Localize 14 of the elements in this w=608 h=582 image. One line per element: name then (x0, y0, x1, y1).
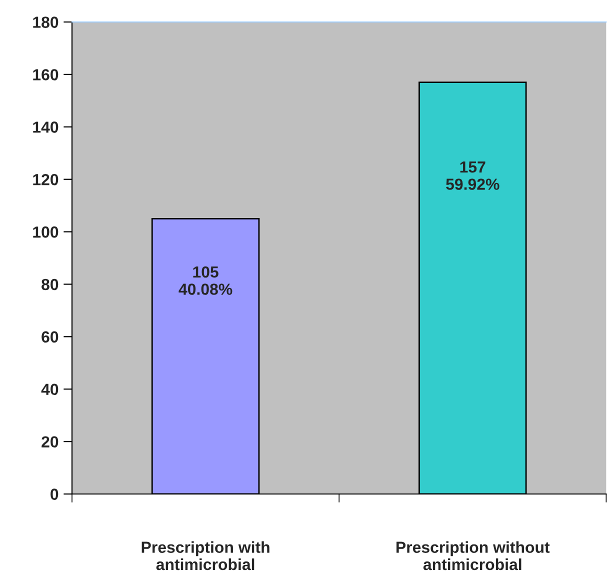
y-tick-label: 100 (33, 226, 58, 238)
y-tick-label: 40 (41, 384, 58, 396)
data-label: 105 40.08% (178, 266, 232, 295)
x-tick-label: Prescription without antimicrobial (396, 541, 550, 570)
y-tick-label: 180 (33, 16, 58, 28)
y-tick-label: 160 (33, 69, 58, 80)
y-tick-label: 80 (42, 278, 58, 290)
y-tick-label: 120 (33, 174, 58, 186)
x-tick-label: Prescription with antimicrobial (142, 541, 270, 570)
y-tick-label: 60 (42, 331, 58, 343)
y-tick-label: 140 (33, 122, 58, 133)
y-tick-label: 0 (50, 488, 58, 500)
y-tick-label: 20 (42, 436, 58, 448)
data-label: 157 59.92% (446, 162, 500, 190)
